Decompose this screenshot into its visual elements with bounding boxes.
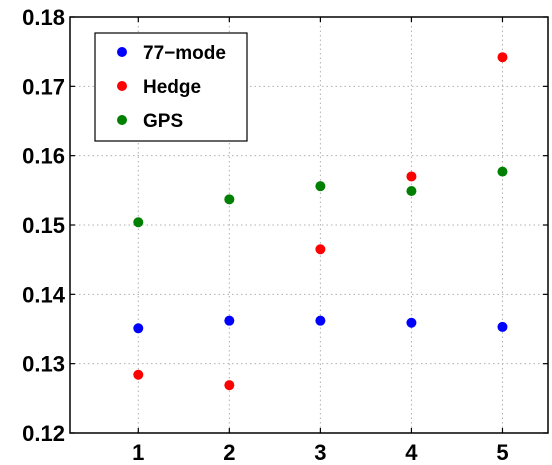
data-point-77mode-3 xyxy=(315,315,326,326)
x-tick-label: 2 xyxy=(223,440,235,465)
grid-lines xyxy=(70,17,548,433)
plot-axes xyxy=(69,16,549,434)
legend-marker xyxy=(117,115,127,125)
data-point-gps-2 xyxy=(224,194,235,205)
data-point-hedge-5 xyxy=(497,52,508,63)
data-point-hedge-3 xyxy=(315,244,326,255)
y-tick-label: 0.13 xyxy=(22,352,65,377)
data-point-gps-4 xyxy=(406,186,417,197)
x-tick-label: 1 xyxy=(132,440,144,465)
x-tick-label: 4 xyxy=(405,440,418,465)
plot-frame xyxy=(69,16,549,434)
y-tick-label: 0.17 xyxy=(22,74,65,99)
data-point-gps-1 xyxy=(133,217,144,228)
legend-label: Hedge xyxy=(143,77,201,98)
data-point-gps-5 xyxy=(497,166,508,177)
y-tick-label: 0.16 xyxy=(22,144,65,169)
data-point-77mode-4 xyxy=(406,317,417,328)
legend: 77−mode Hedge GPS xyxy=(94,32,248,142)
x-tick-label: 3 xyxy=(314,440,326,465)
data-point-hedge-1 xyxy=(133,369,144,380)
legend-label: 77−mode xyxy=(143,43,226,64)
data-point-gps-3 xyxy=(315,181,326,192)
y-tick-label: 0.18 xyxy=(22,5,65,30)
y-tick-label: 0.12 xyxy=(22,421,65,446)
data-point-77mode-5 xyxy=(497,321,508,332)
legend-marker xyxy=(117,47,127,57)
y-tick-label: 0.14 xyxy=(22,282,66,307)
tick-labels: 1 2 3 4 5 0.12 0.13 0.14 0.15 0.16 0.17 0.18 xyxy=(22,5,508,465)
y-tick-label: 0.15 xyxy=(22,213,65,238)
data-point-77mode-2 xyxy=(224,315,235,326)
data-point-hedge-4 xyxy=(406,171,417,182)
data-point-hedge-2 xyxy=(224,380,235,391)
data-point-77mode-1 xyxy=(133,323,144,334)
x-tick-label: 5 xyxy=(496,440,508,465)
legend-marker xyxy=(117,81,127,91)
legend-label: GPS xyxy=(143,111,183,132)
data-points xyxy=(133,52,508,391)
